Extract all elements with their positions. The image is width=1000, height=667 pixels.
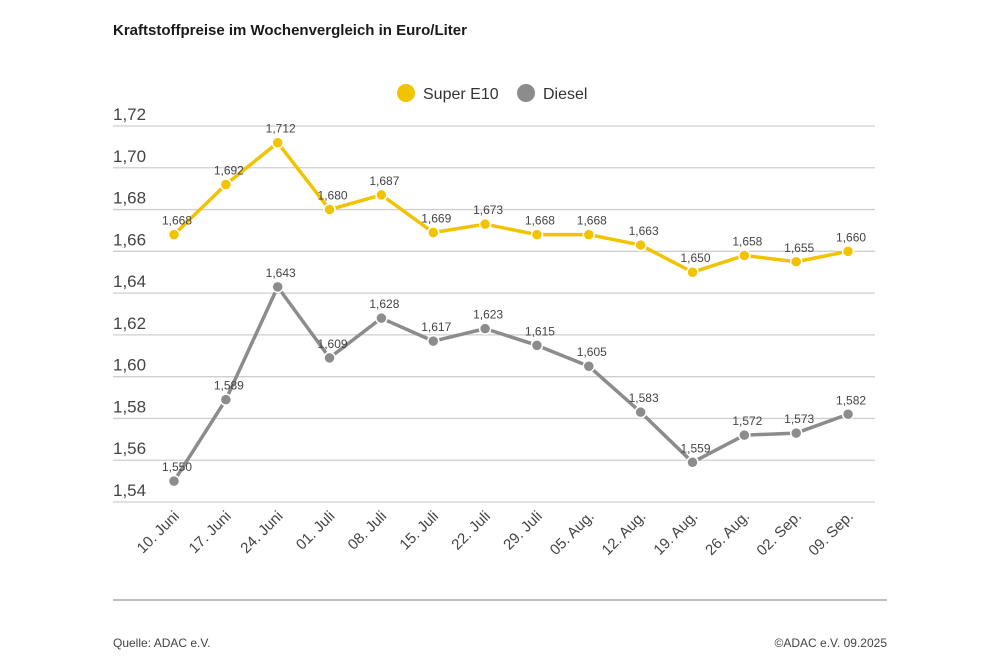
x-tick-label: 29. Juli [500,508,546,554]
data-label: 1,572 [732,414,762,428]
y-tick-label: 1,56 [113,439,146,458]
data-label: 1,609 [318,337,348,351]
data-point [427,334,440,348]
data-point [582,228,596,241]
data-point [323,351,336,365]
x-tick-label: 12. Aug. [599,508,650,559]
data-point [478,217,492,231]
x-tick-label: 15. Juli [396,508,442,554]
legend-marker [517,84,535,102]
chart-title: Kraftstoffpreise im Wochenvergleich in E… [113,22,467,39]
copyright-note: ©ADAC e.V. 09.2025 [774,636,887,650]
data-point [738,428,751,442]
series-line-diesel [172,285,849,483]
data-point [323,203,336,216]
data-label: 1,615 [525,324,555,338]
x-tick-label: 22. Juli [448,508,494,554]
data-label: 1,669 [421,212,451,226]
y-tick-label: 1,62 [113,314,146,333]
source-note: Quelle: ADAC e.V. [113,636,211,650]
legend-marker [397,84,415,102]
y-tick-label: 1,60 [113,356,146,375]
x-tick-label: 17. Juni [186,508,235,557]
data-label: 1,628 [369,297,399,311]
data-point [271,136,284,149]
data-label: 1,589 [214,379,244,393]
x-tick-label: 10. Juni [134,508,183,557]
data-label: 1,680 [318,189,348,203]
y-tick-label: 1,58 [113,397,146,416]
data-label: 1,559 [680,441,710,455]
data-point [582,359,596,373]
data-label: 1,617 [421,320,451,334]
data-point [167,474,181,488]
data-point [219,178,233,191]
data-point [219,393,233,406]
y-tick-label: 1,72 [113,105,146,124]
data-label: 1,623 [473,308,503,322]
data-label: 1,692 [214,163,244,177]
data-point [634,405,647,419]
data-label: 1,668 [162,214,192,228]
x-tick-label: 19. Aug. [650,508,701,559]
data-point [686,265,699,279]
data-label: 1,655 [784,241,814,255]
data-point [375,188,388,202]
series-line-super-e10 [172,140,849,274]
x-tick-label: 01. Juli [293,508,339,554]
data-point [789,426,803,440]
data-label: 1,573 [784,412,814,426]
data-label: 1,668 [525,214,555,228]
data-point [478,322,492,335]
data-point [427,226,440,239]
data-label: 1,582 [836,393,866,407]
data-label: 1,658 [732,235,762,249]
data-label: 1,687 [369,174,399,188]
y-tick-label: 1,70 [113,147,146,166]
data-point [738,249,751,262]
y-tick-label: 1,68 [113,189,146,208]
legend-label: Super E10 [423,86,499,103]
x-tick-label: 26. Aug. [702,508,753,559]
data-label: 1,712 [266,122,296,136]
y-tick-label: 1,66 [113,230,146,249]
data-point [375,311,388,325]
x-tick-label: 24. Juni [237,508,286,557]
data-label: 1,668 [577,214,607,228]
data-point [530,228,544,241]
x-tick-label: 08. Juli [345,508,391,554]
data-label: 1,550 [162,460,192,474]
x-tick-label: 09. Sep. [805,508,857,560]
data-point [271,280,284,294]
data-point [686,456,699,469]
data-point [634,238,647,252]
data-point [167,228,181,241]
x-tick-label: 02. Sep. [753,508,805,560]
data-point [841,245,855,258]
data-label: 1,673 [473,203,503,217]
data-label: 1,650 [680,251,710,265]
data-label: 1,605 [577,345,607,359]
y-tick-label: 1,54 [113,481,146,500]
data-label: 1,663 [629,224,659,238]
data-label: 1,660 [836,230,866,244]
data-label: 1,643 [266,266,296,280]
data-point [789,255,803,269]
data-point [841,408,855,421]
legend-label: Diesel [543,86,587,103]
data-label: 1,583 [629,391,659,405]
data-point [530,339,544,352]
y-tick-label: 1,64 [113,272,146,291]
x-tick-label: 05. Aug. [547,508,598,559]
